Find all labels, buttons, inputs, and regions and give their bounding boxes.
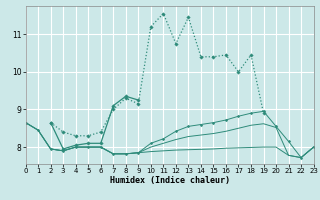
X-axis label: Humidex (Indice chaleur): Humidex (Indice chaleur) bbox=[109, 176, 230, 185]
